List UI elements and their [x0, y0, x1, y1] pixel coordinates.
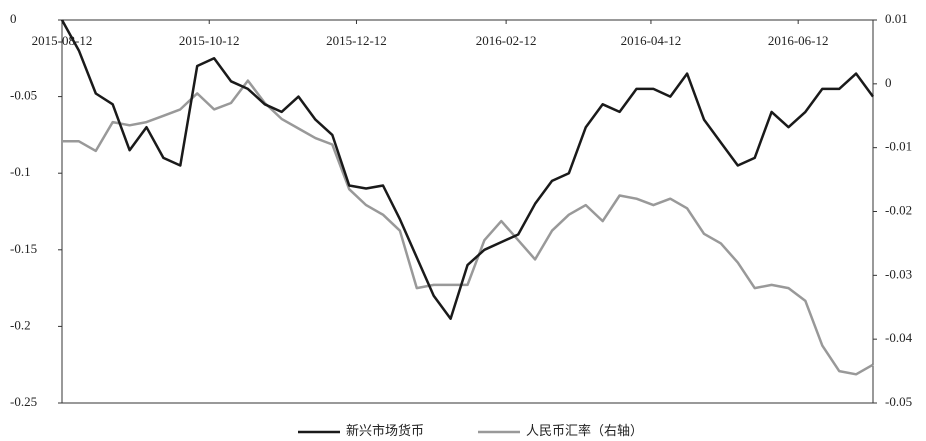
y2-tick-label: -0.03	[885, 266, 912, 281]
legend-label: 新兴市场货币	[346, 423, 424, 438]
legend-label: 人民币汇率（右轴）	[526, 423, 643, 438]
x-tick-label: 2015-12-12	[326, 33, 387, 48]
y-tick-label: -0.2	[10, 317, 31, 332]
y2-tick-label: 0	[885, 75, 892, 90]
series-line	[62, 79, 874, 376]
y-tick-label: -0.1	[10, 164, 31, 179]
y2-tick-label: -0.02	[885, 202, 912, 217]
x-tick-label: 2016-02-12	[476, 33, 537, 48]
y-tick-label: 0	[10, 11, 17, 26]
y-tick-label: -0.25	[10, 394, 37, 409]
series-line	[60, 19, 875, 320]
x-tick-label: 2016-04-12	[621, 33, 682, 48]
y-tick-label: -0.15	[10, 241, 37, 256]
x-tick-label: 2015-10-12	[179, 33, 240, 48]
y2-tick-label: 0.01	[885, 11, 908, 26]
y2-tick-label: -0.05	[885, 394, 912, 409]
y-tick-label: -0.05	[10, 88, 37, 103]
x-tick-label: 2015-08-12	[32, 33, 93, 48]
x-tick-label: 2016-06-12	[768, 33, 829, 48]
y2-tick-label: -0.01	[885, 139, 912, 154]
y2-tick-label: -0.04	[885, 330, 913, 345]
